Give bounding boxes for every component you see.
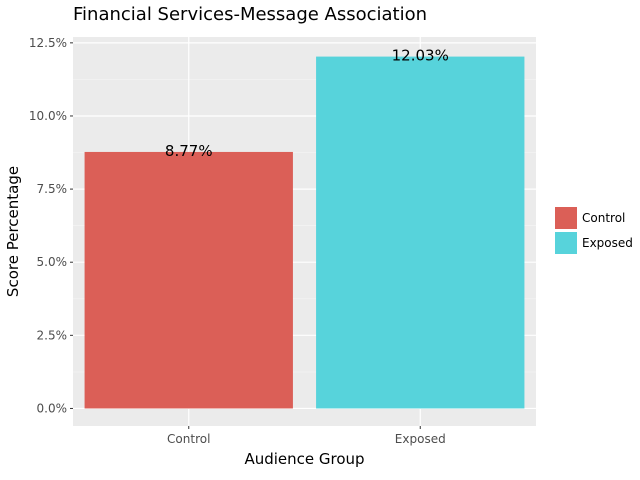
x-axis-title: Audience Group bbox=[244, 450, 364, 468]
y-tick-label: 0.0% bbox=[37, 401, 68, 415]
data-label-exposed: 12.03% bbox=[392, 47, 449, 65]
x-axis: Control Exposed bbox=[167, 426, 446, 446]
y-tick-label: 12.5% bbox=[29, 36, 67, 50]
bar-exposed bbox=[316, 56, 525, 409]
bar-control bbox=[84, 151, 293, 409]
legend-swatch-control bbox=[555, 207, 577, 229]
data-labels: 8.77% 12.03% bbox=[165, 47, 449, 160]
data-label-control: 8.77% bbox=[165, 142, 213, 160]
y-tick-label: 10.0% bbox=[29, 109, 67, 123]
y-axis-title: Score Percentage bbox=[4, 166, 22, 297]
x-tick-label: Control bbox=[167, 432, 210, 446]
legend: Control Exposed bbox=[555, 207, 633, 254]
y-tick-label: 5.0% bbox=[37, 255, 68, 269]
chart-title: Financial Services-Message Association bbox=[73, 4, 427, 25]
legend-swatch-exposed bbox=[555, 232, 577, 254]
legend-label-control: Control bbox=[582, 211, 625, 225]
x-tick-label: Exposed bbox=[395, 432, 446, 446]
legend-label-exposed: Exposed bbox=[582, 236, 633, 250]
y-axis: 0.0% 2.5% 5.0% 7.5% 10.0% 12.5% bbox=[29, 36, 73, 415]
y-tick-label: 2.5% bbox=[37, 328, 68, 342]
bars bbox=[84, 56, 525, 409]
y-tick-label: 7.5% bbox=[37, 182, 68, 196]
